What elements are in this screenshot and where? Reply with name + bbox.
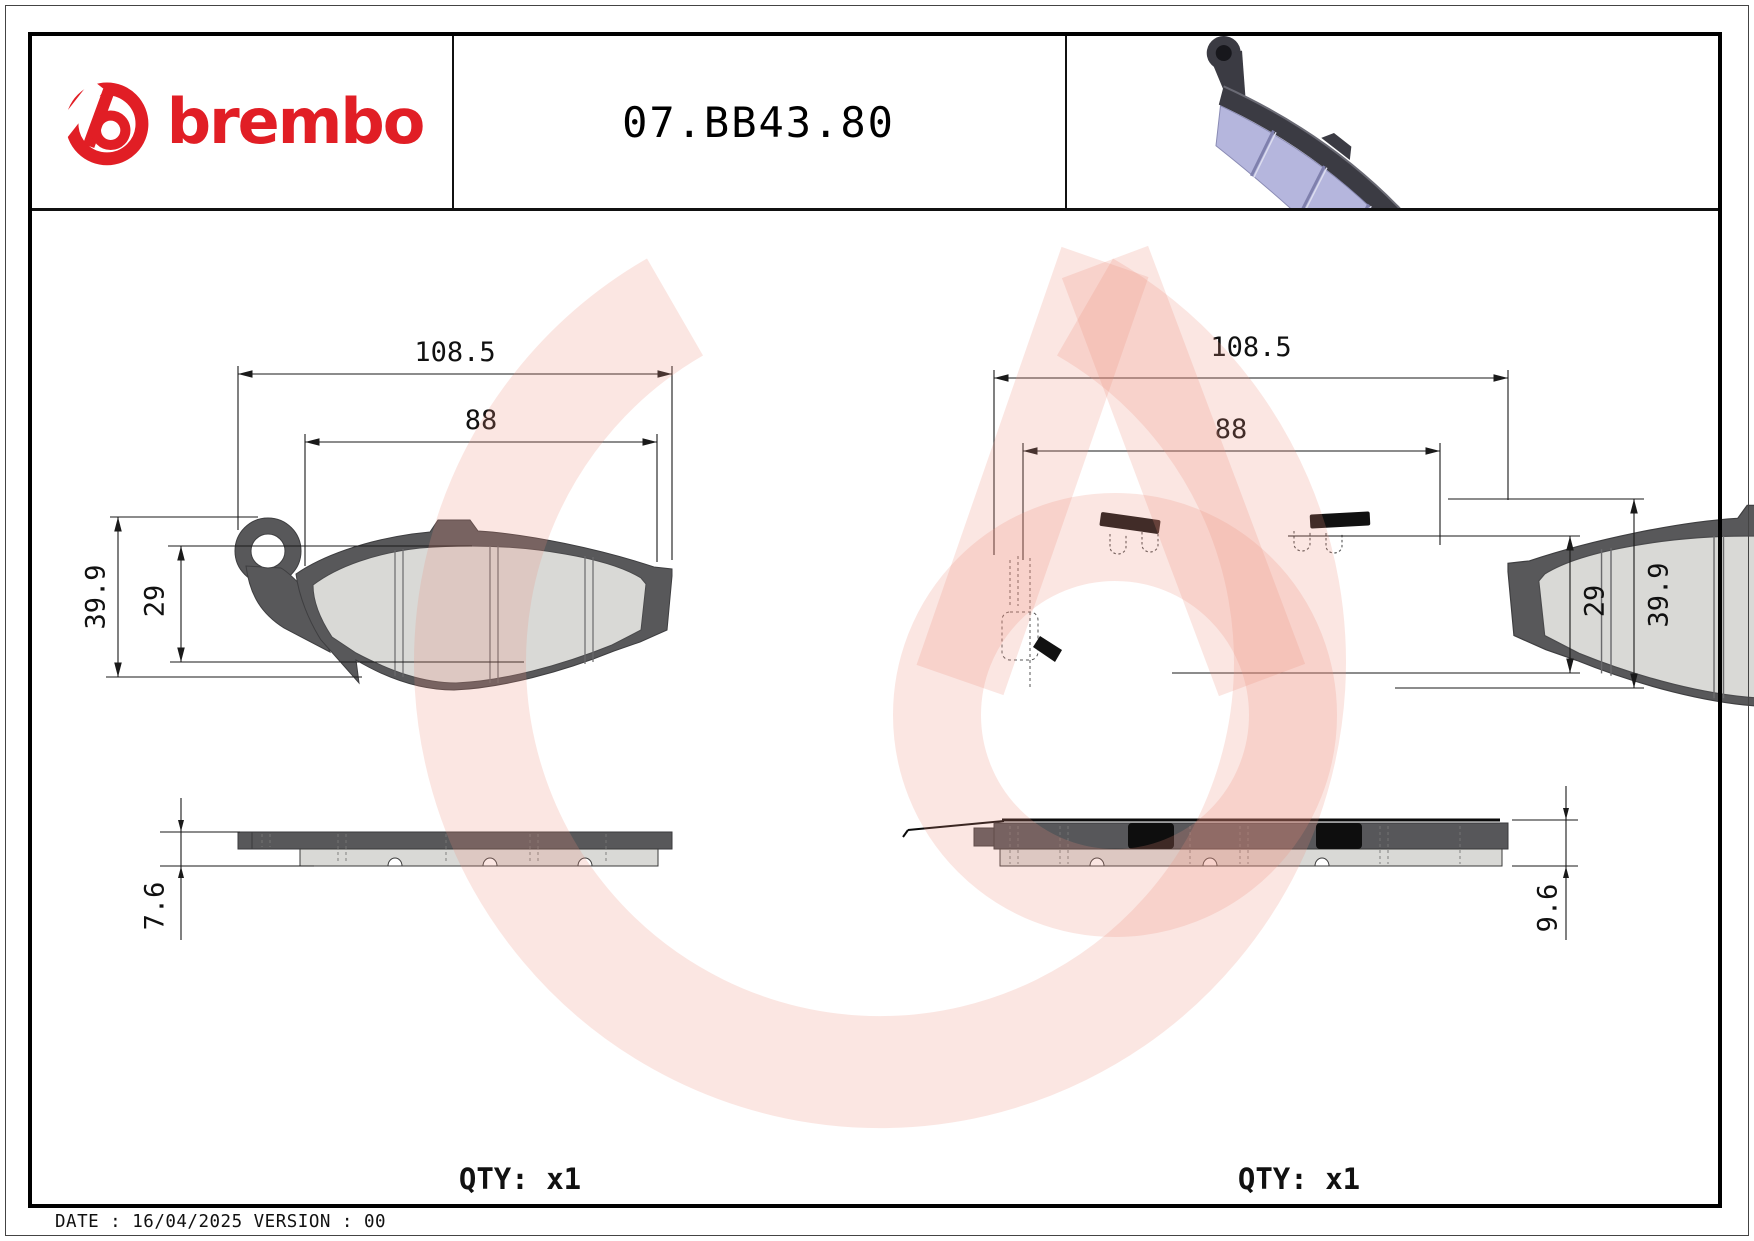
profile-notch	[482, 857, 498, 867]
spring-hooks	[1109, 531, 1343, 555]
product-photo-cell	[1067, 36, 1720, 284]
left-thickness-dimension	[160, 798, 314, 940]
friction-grooves	[394, 546, 594, 683]
profile-notch	[577, 857, 593, 867]
qty-right-label: QTY: x1	[1237, 1162, 1361, 1196]
dim-right-pad-width: 88	[1215, 414, 1248, 445]
profile-notch	[1314, 857, 1330, 867]
stamped-edge-details	[1001, 556, 1039, 688]
left-pad-profile-view	[237, 831, 673, 867]
qty-left-label: QTY: x1	[458, 1162, 582, 1196]
part-number: 07.BB43.80	[622, 97, 895, 147]
right-pad-front-view	[1507, 502, 1754, 708]
dim-left-pad-width: 88	[465, 405, 498, 436]
header-bottom-rule	[28, 208, 1722, 211]
dim-left-pad-height: 29	[140, 585, 171, 618]
clip-section	[1316, 823, 1362, 849]
right-pad-profile-view	[902, 818, 1509, 867]
mounting-hole	[1215, 45, 1232, 62]
dim-right-pad-height: 29	[1580, 585, 1611, 618]
header-divider-2	[1065, 32, 1067, 210]
left-pad-front-view	[234, 517, 673, 691]
right-view-dimensions	[993, 370, 1644, 689]
header-divider-1	[452, 32, 454, 210]
friction-material	[312, 545, 647, 684]
brake-pad-photo-icon	[1206, 36, 1433, 284]
left-view-dimensions	[106, 366, 673, 678]
profile-notch	[387, 857, 403, 867]
right-pad-hardware	[1001, 511, 1371, 688]
dim-left-overall-width: 108.5	[414, 337, 495, 368]
profile-notch	[1089, 857, 1105, 867]
ear-hole	[250, 533, 286, 569]
clip-end	[1033, 636, 1062, 662]
spring-wire	[907, 820, 1005, 831]
pad-clip	[1099, 512, 1161, 534]
footer-date-version: DATE : 16/04/2025 VERSION : 00	[55, 1212, 387, 1232]
dim-right-overall-height: 39.9	[1644, 562, 1675, 627]
brand-wordmark: brembo	[166, 85, 426, 158]
pad-clip	[1309, 511, 1371, 529]
right-thickness-dimension	[1512, 786, 1578, 940]
dim-left-thickness: 7.6	[140, 882, 171, 931]
clip-section	[1128, 823, 1174, 849]
profile-notch	[1202, 857, 1218, 867]
dim-left-overall-height: 39.9	[81, 564, 112, 629]
part-number-cell: 07.BB43.80	[454, 36, 1063, 208]
brembo-logo-icon	[60, 79, 149, 166]
dim-right-overall-width: 108.5	[1210, 332, 1291, 363]
brand-cell: brembo	[32, 36, 452, 208]
dim-right-thickness: 9.6	[1533, 884, 1564, 933]
